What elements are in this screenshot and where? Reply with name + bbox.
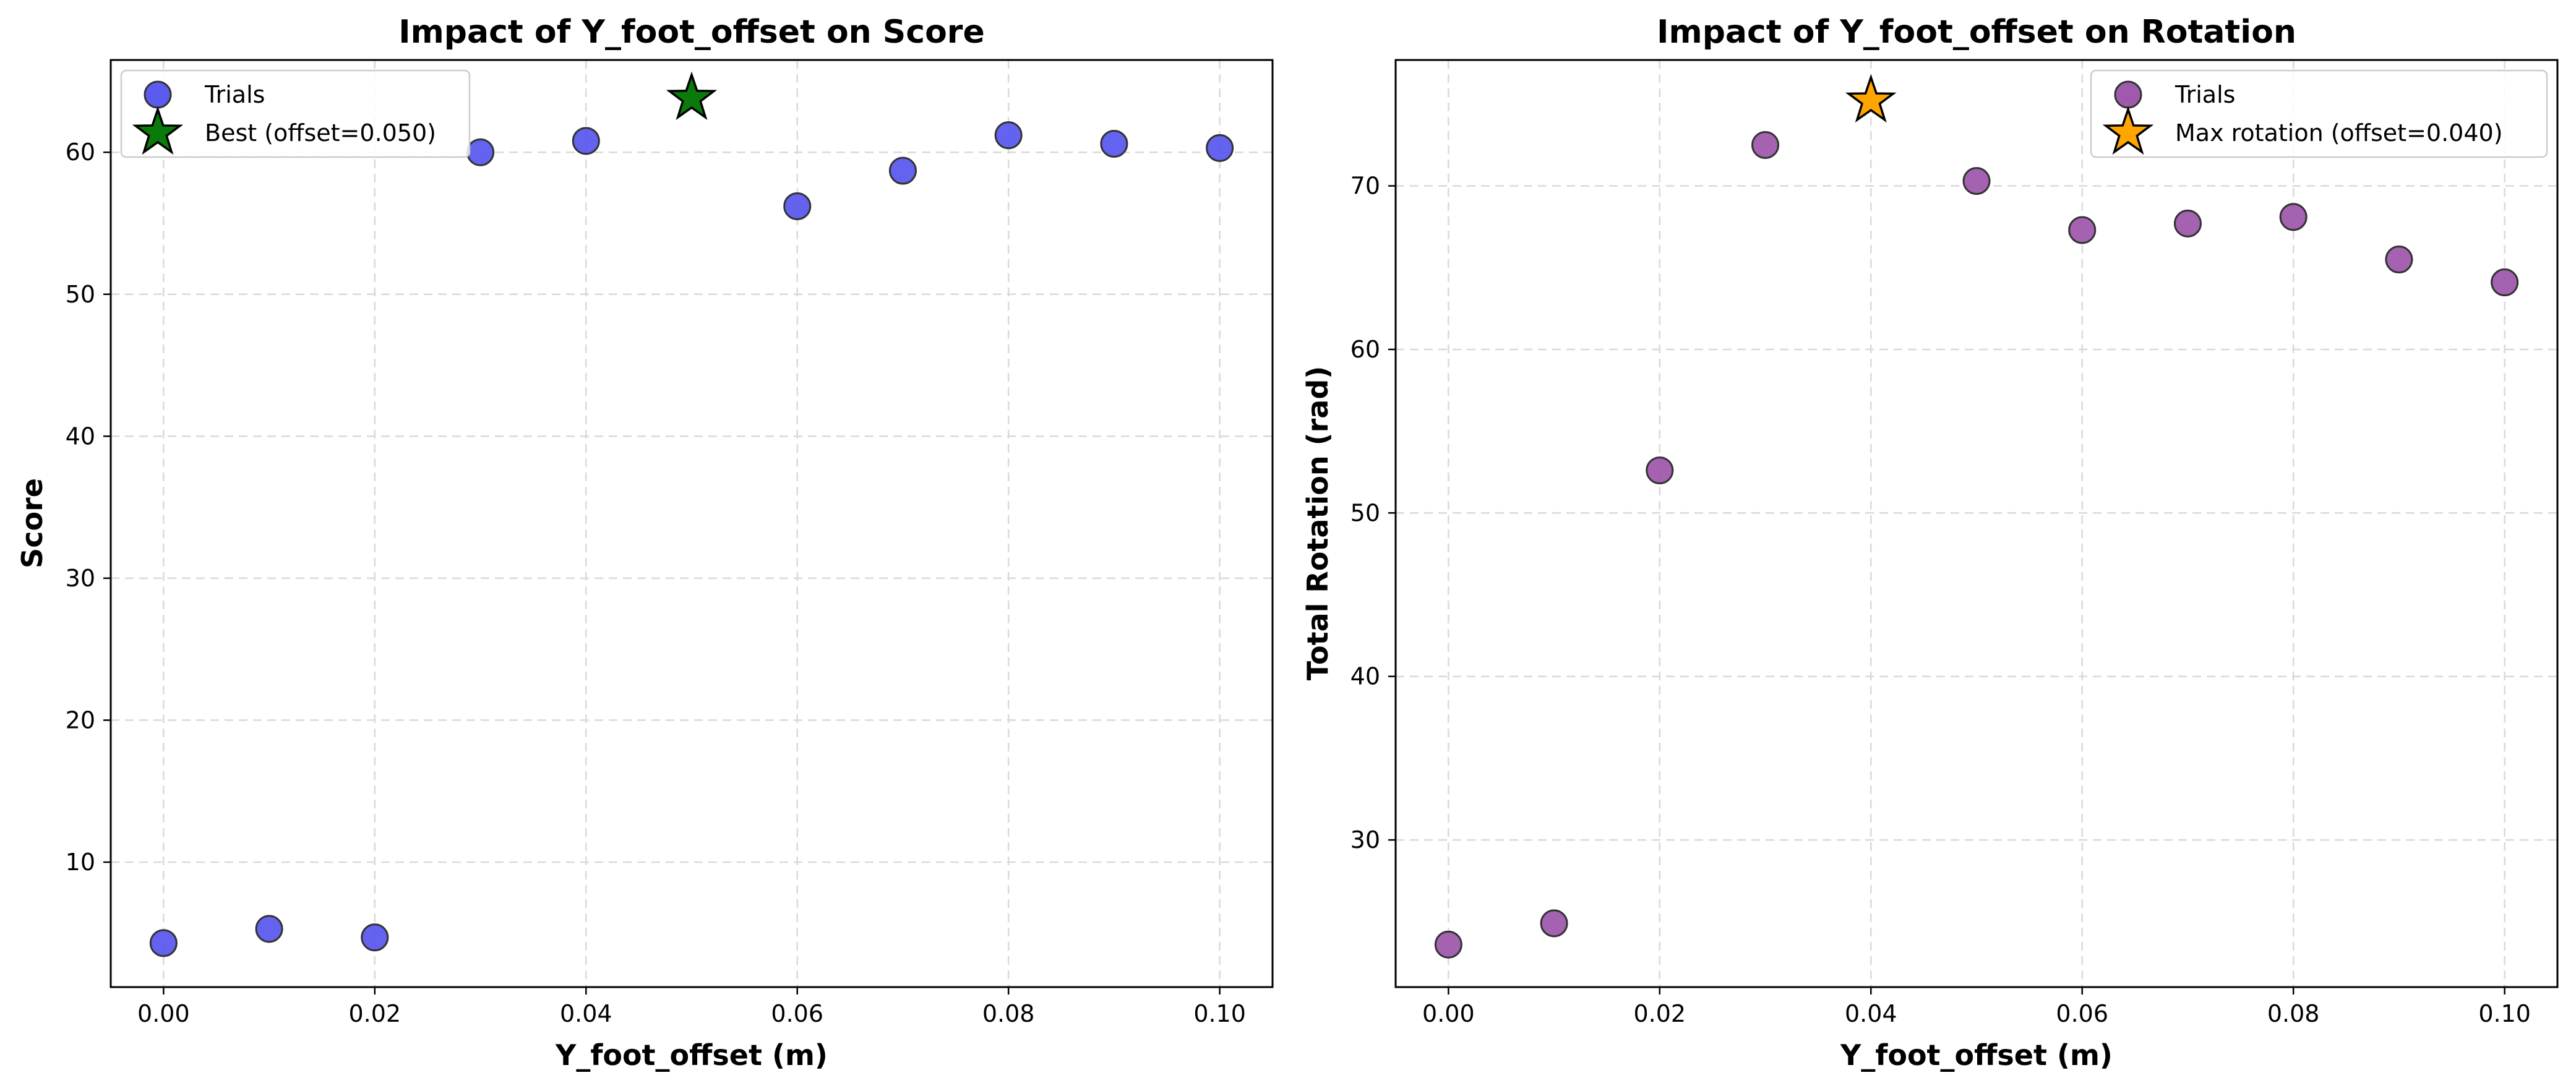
rotation-gridlines: [1396, 60, 2557, 987]
score-plot-frame: [109, 59, 1274, 988]
rotation-trial-point: [1751, 130, 1780, 159]
score-trial-point: [1100, 129, 1128, 158]
rotation-tick-marks: [1388, 185, 2505, 995]
score-legend-trials-label: Trials: [204, 81, 265, 108]
score-trial-point: [888, 156, 917, 185]
score-trial-point: [149, 929, 178, 957]
score-x-tick-label: 0.04: [560, 1000, 612, 1027]
rotation-legend-box: [2090, 69, 2548, 158]
rotation-x-tick-label: 0.00: [1422, 1000, 1475, 1027]
score-y-tick-labels: 10 20 30 40 50 60: [66, 139, 95, 876]
rotation-y-tick-label: 30: [1350, 826, 1380, 854]
rotation-trial-point: [2173, 209, 2202, 237]
score-chart-title: Impact of Y_foot_offset on Score: [398, 14, 984, 51]
score-trial-point: [994, 121, 1023, 150]
score-y-tick-label: 60: [66, 139, 95, 166]
score-trial-point: [783, 192, 812, 220]
rotation-trial-point: [1646, 456, 1674, 485]
score-x-axis-label: Y_foot_offset (m): [555, 1038, 828, 1072]
score-trial-point: [255, 915, 283, 943]
rotation-trial-point: [2491, 268, 2519, 297]
score-panel: 0.00 0.02 0.04 0.06 0.08 0.10 10 20 30 4…: [15, 14, 1274, 1072]
rotation-y-tick-labels: 30 40 50 60 70: [1350, 173, 1380, 854]
rotation-trial-point: [1434, 930, 1462, 959]
rotation-y-tick-label: 70: [1350, 173, 1380, 200]
score-trial-point: [572, 127, 600, 155]
score-legend-best-swatch: [132, 106, 184, 155]
rotation-y-tick-label: 60: [1350, 336, 1380, 363]
score-y-axis-label: Score: [15, 478, 49, 568]
score-legend-trials-swatch: [144, 80, 172, 109]
score-points: [149, 71, 1234, 957]
score-highlight-star: [666, 71, 718, 121]
score-plot-background: [111, 60, 1273, 987]
rotation-legend-star-icon: [2102, 106, 2154, 155]
rotation-trial-point: [1962, 167, 1991, 195]
rotation-x-tick-label: 0.10: [2478, 1000, 2531, 1027]
score-x-tick-label: 0.08: [982, 1000, 1035, 1027]
rotation-x-axis-label: Y_foot_offset (m): [1840, 1038, 2113, 1072]
score-y-tick-label: 20: [66, 706, 95, 734]
rotation-x-tick-labels: 0.00 0.02 0.04 0.06 0.08 0.10: [1422, 1000, 2531, 1027]
rotation-x-tick-label: 0.08: [2267, 1000, 2320, 1027]
score-x-tick-label: 0.00: [137, 1000, 190, 1027]
rotation-trial-point: [2385, 246, 2413, 274]
rotation-x-tick-label: 0.02: [1634, 1000, 1686, 1027]
score-trial-point: [1206, 134, 1234, 162]
rotation-panel: 0.00 0.02 0.04 0.06 0.08 0.10 30 40 50 6…: [1301, 14, 2559, 1072]
rotation-legend-trials-label: Trials: [2175, 81, 2235, 108]
score-gridlines: [111, 60, 1273, 987]
rotation-legend-max-label: Max rotation (offset=0.040): [2175, 119, 2503, 147]
rotation-y-tick-label: 40: [1350, 663, 1380, 690]
score-trial-point: [361, 923, 389, 952]
rotation-legend: Trials Max rotation (offset=0.040): [2090, 69, 2548, 158]
score-legend: Trials Best (offset=0.050): [120, 69, 471, 158]
score-legend-best-label: Best (offset=0.050): [205, 119, 436, 147]
score-x-tick-labels: 0.00 0.02 0.04 0.06 0.08 0.10: [137, 1000, 1246, 1027]
score-legend-box: [120, 69, 471, 158]
rotation-plot-frame: [1394, 59, 2559, 988]
rotation-plot-background: [1396, 60, 2557, 987]
rotation-y-axis-label: Total Rotation (rad): [1301, 366, 1334, 681]
score-legend-star-icon: [132, 106, 184, 155]
score-y-tick-label: 40: [66, 422, 95, 450]
score-x-tick-label: 0.06: [771, 1000, 823, 1027]
score-x-tick-label: 0.02: [349, 1000, 401, 1027]
score-y-tick-label: 10: [66, 849, 95, 876]
rotation-legend-max-swatch: [2102, 106, 2154, 155]
rotation-trial-point: [2068, 216, 2097, 244]
score-y-tick-label: 50: [66, 281, 95, 308]
rotation-chart-title: Impact of Y_foot_offset on Rotation: [1657, 14, 2296, 51]
rotation-highlight-star: [1845, 74, 1897, 123]
score-tick-marks: [103, 151, 1221, 995]
score-y-tick-label: 30: [66, 565, 95, 592]
rotation-points: [1434, 74, 2519, 959]
rotation-y-tick-label: 50: [1350, 499, 1380, 526]
score-x-tick-label: 0.10: [1193, 1000, 1246, 1027]
rotation-trial-point: [1540, 909, 1568, 938]
rotation-legend-trials-swatch: [2114, 80, 2142, 109]
rotation-trial-point: [2279, 203, 2308, 231]
rotation-x-tick-label: 0.04: [1845, 1000, 1897, 1027]
score-trial-point: [466, 138, 495, 166]
rotation-x-tick-label: 0.06: [2056, 1000, 2108, 1027]
